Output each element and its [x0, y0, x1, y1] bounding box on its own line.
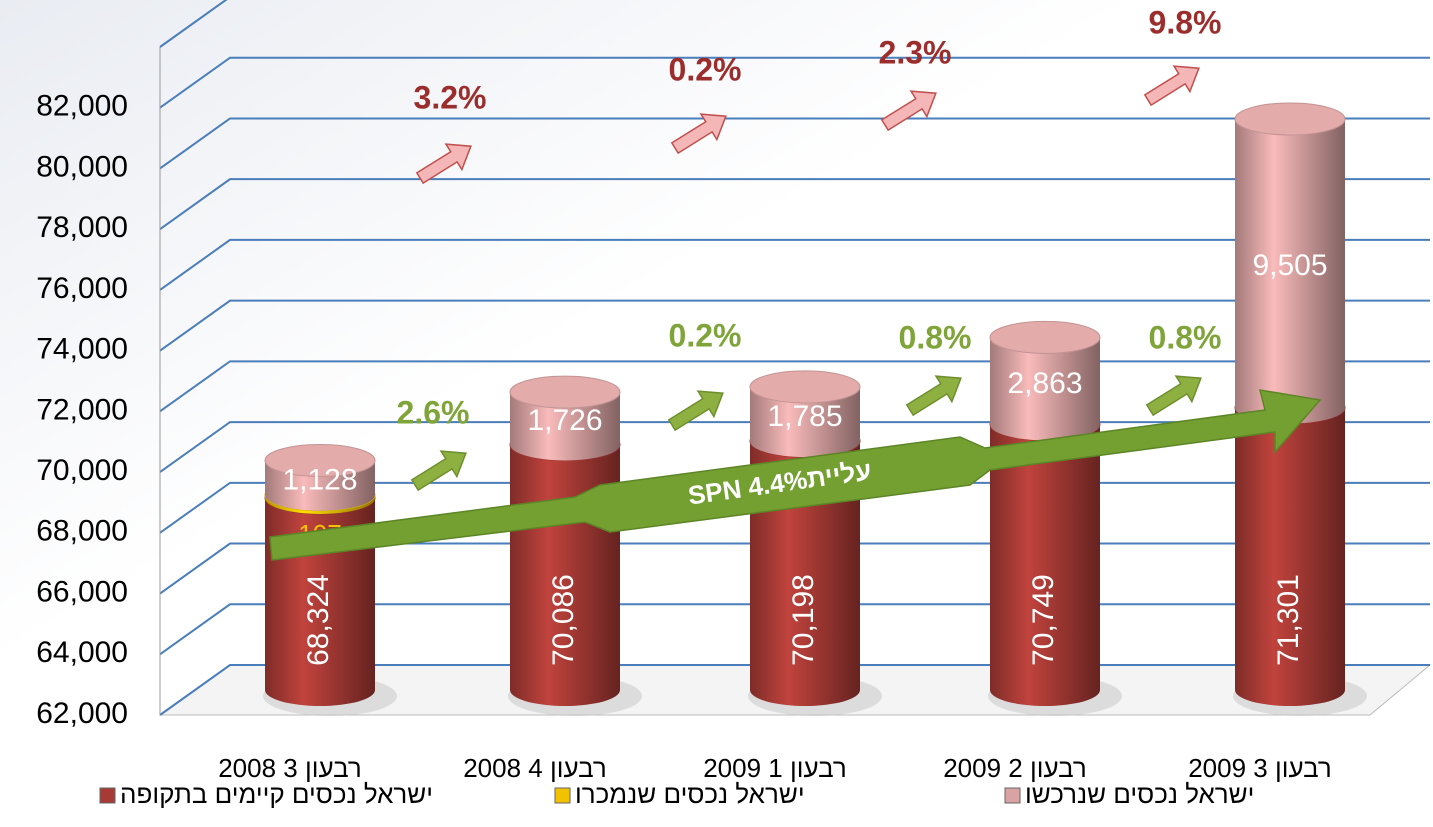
legend-swatch — [99, 787, 116, 804]
value-label: 70,749 — [1027, 574, 1060, 666]
annotation: 0.2% — [669, 317, 742, 353]
segment-top — [989, 320, 1101, 354]
x-tick-label: רבעון 3 2009 — [1188, 753, 1332, 783]
value-label: 1,726 — [527, 404, 602, 437]
value-label: 9,505 — [1252, 249, 1327, 282]
value-label: 70,086 — [547, 574, 580, 666]
cylinder-segment — [1234, 102, 1346, 424]
annotation: 0.2% — [669, 51, 742, 87]
trend-arrow — [269, 389, 1322, 561]
existing-arrow-shape — [667, 390, 724, 432]
legend-label: ישראל נכסים קיימים בתקופה — [120, 779, 433, 809]
growth-arrow — [880, 90, 937, 132]
value-label: 68,324 — [302, 574, 335, 666]
y-tick-label: 74,000 — [36, 333, 128, 366]
growth-arrow-shape — [670, 113, 727, 155]
annotation: 0.8% — [1149, 319, 1222, 355]
y-tick-label: 62,000 — [36, 697, 128, 730]
annotation: 3.2% — [414, 79, 487, 115]
existing-arrow-shape — [410, 450, 467, 492]
x-tick-label: רבעון 2 2009 — [943, 753, 1087, 783]
y-tick-label: 78,000 — [36, 211, 128, 244]
y-tick-label: 76,000 — [36, 272, 128, 305]
grid-line — [159, 117, 1430, 170]
existing-arrow-shape — [1145, 375, 1202, 417]
cylinder-segment — [264, 443, 376, 511]
value-label: 70,198 — [787, 574, 820, 666]
annotation: 0.8% — [899, 319, 972, 355]
y-tick-label: 64,000 — [36, 636, 128, 669]
segment-body — [1235, 118, 1345, 424]
y-tick-label: 80,000 — [36, 150, 128, 183]
annotation: 9.8% — [1149, 4, 1222, 40]
existing-arrow — [905, 375, 962, 417]
existing-arrow — [410, 450, 467, 492]
growth-arrow — [415, 143, 472, 185]
value-label: 2,863 — [1007, 367, 1082, 400]
y-tick-label: 82,000 — [36, 90, 128, 123]
grid-top — [159, 0, 228, 48]
legend-label: ישראל נכסים שנרכשו — [1025, 779, 1254, 809]
y-tick-label: 68,000 — [36, 515, 128, 548]
segment-body — [990, 337, 1100, 441]
segment-top — [509, 375, 621, 409]
segment-top — [264, 443, 376, 477]
segment-body — [1235, 407, 1345, 706]
value-label: 1,785 — [767, 400, 842, 433]
segment-top — [749, 370, 861, 404]
existing-arrow — [667, 390, 724, 432]
grid-line — [159, 238, 1430, 291]
y-tick-label: 70,000 — [36, 454, 128, 487]
annotation: 2.3% — [879, 34, 952, 70]
growth-arrow-shape — [415, 143, 472, 185]
y-tick-label: 66,000 — [36, 575, 128, 608]
cylinder-segment — [989, 320, 1101, 441]
legend-swatch — [554, 787, 571, 804]
growth-arrow — [670, 113, 727, 155]
growth-arrow-shape — [1143, 65, 1200, 107]
annotation: 2.6% — [397, 394, 470, 430]
growth-arrow-shape — [880, 90, 937, 132]
segment-body — [990, 424, 1100, 706]
growth-arrow — [1143, 65, 1200, 107]
existing-arrow — [1145, 375, 1202, 417]
x-tick-label: רבעון 3 2008 — [218, 753, 362, 783]
cylinder-segment — [749, 370, 861, 458]
grid-line — [159, 178, 1430, 230]
legend-label: ישראל נכסים שנמכרו — [575, 779, 805, 809]
value-label: 71,301 — [1272, 574, 1305, 666]
existing-arrow-shape — [905, 375, 962, 417]
value-label: 1,128 — [282, 464, 357, 497]
legend-swatch — [1004, 787, 1021, 804]
x-tick-label: רבעון 1 2009 — [703, 753, 847, 783]
segment-body — [750, 386, 860, 458]
x-tick-label: רבעון 4 2008 — [463, 753, 607, 783]
cylinder-segment — [509, 375, 621, 461]
grid-line — [159, 299, 1430, 352]
y-tick-label: 72,000 — [36, 393, 128, 426]
segment-body — [510, 392, 620, 461]
grid-line — [159, 56, 1430, 109]
segment-top — [1234, 102, 1346, 136]
